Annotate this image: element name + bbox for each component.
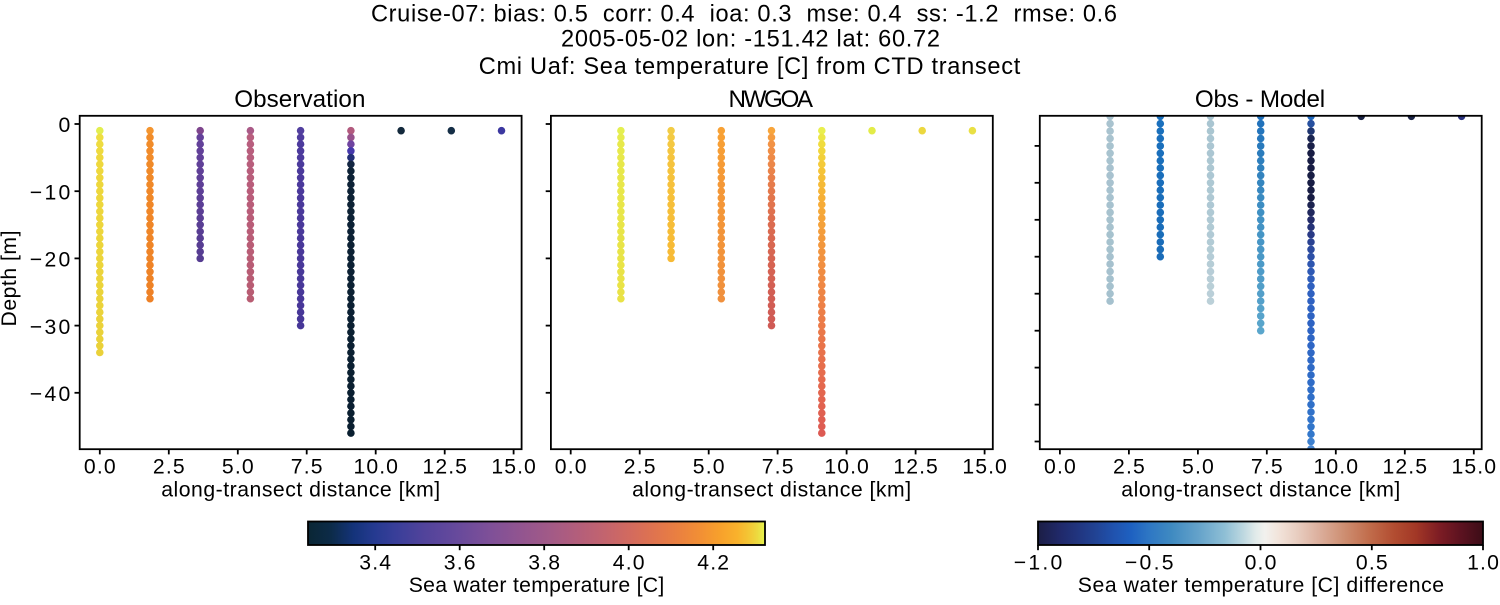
svg-text:5.0: 5.0 — [222, 456, 254, 479]
svg-text:along-transect distance [km]: along-transect distance [km] — [161, 479, 440, 502]
svg-text:2.5: 2.5 — [624, 456, 656, 479]
svg-text:0.0: 0.0 — [1044, 456, 1076, 479]
svg-text:Cmi Uaf: Sea temperature [C] f: Cmi Uaf: Sea temperature [C] from CTD tr… — [479, 54, 1021, 80]
svg-text:15.0: 15.0 — [962, 456, 1007, 479]
svg-text:15.0: 15.0 — [491, 456, 536, 479]
svg-text:0.0: 0.0 — [84, 456, 116, 479]
svg-text:−40: −40 — [30, 383, 71, 406]
svg-text:0: 0 — [59, 114, 71, 137]
svg-text:12.5: 12.5 — [893, 456, 938, 479]
svg-text:Sea water temperature [C]: Sea water temperature [C] — [409, 574, 665, 597]
svg-text:2.5: 2.5 — [153, 456, 185, 479]
svg-text:Depth [m]: Depth [m] — [0, 231, 21, 327]
svg-text:0.5: 0.5 — [1356, 551, 1388, 574]
svg-text:2.5: 2.5 — [1113, 456, 1145, 479]
svg-text:3.4: 3.4 — [359, 551, 391, 574]
svg-text:Obs - Model: Obs - Model — [1195, 86, 1325, 113]
svg-text:10.0: 10.0 — [1314, 456, 1359, 479]
svg-text:−10: −10 — [30, 181, 71, 204]
svg-text:−1.0: −1.0 — [1014, 551, 1063, 574]
svg-text:3.8: 3.8 — [528, 551, 560, 574]
svg-text:Cruise-07: bias: 0.5 corr: 0.: Cruise-07: bias: 0.5 corr: 0.4 ioa: 0.3 … — [371, 2, 1117, 28]
svg-text:0.0: 0.0 — [555, 456, 587, 479]
svg-text:7.5: 7.5 — [762, 456, 794, 479]
svg-text:12.5: 12.5 — [422, 456, 467, 479]
svg-text:12.5: 12.5 — [1383, 456, 1428, 479]
svg-text:Sea water temperature [C] diff: Sea water temperature [C] difference — [1078, 574, 1444, 597]
svg-text:1.0: 1.0 — [1467, 551, 1499, 574]
svg-text:7.5: 7.5 — [1251, 456, 1283, 479]
svg-text:4.0: 4.0 — [613, 551, 645, 574]
svg-text:0.0: 0.0 — [1245, 551, 1277, 574]
svg-text:5.0: 5.0 — [693, 456, 725, 479]
svg-text:2005-05-02 lon: -151.42 lat: 6: 2005-05-02 lon: -151.42 lat: 60.72 — [561, 27, 940, 53]
svg-text:10.0: 10.0 — [824, 456, 869, 479]
svg-text:15.0: 15.0 — [1452, 456, 1497, 479]
svg-text:10.0: 10.0 — [353, 456, 398, 479]
svg-text:3.6: 3.6 — [444, 551, 476, 574]
svg-text:along-transect distance [km]: along-transect distance [km] — [632, 479, 911, 502]
svg-text:7.5: 7.5 — [291, 456, 323, 479]
svg-text:−20: −20 — [30, 249, 71, 272]
svg-text:−30: −30 — [30, 316, 71, 339]
svg-text:5.0: 5.0 — [1182, 456, 1214, 479]
svg-text:along-transect distance [km]: along-transect distance [km] — [1121, 479, 1400, 502]
svg-text:Observation: Observation — [234, 86, 365, 113]
svg-text:−0.5: −0.5 — [1125, 551, 1174, 574]
svg-text:4.2: 4.2 — [697, 551, 729, 574]
svg-text:NWGOA: NWGOA — [729, 86, 814, 113]
